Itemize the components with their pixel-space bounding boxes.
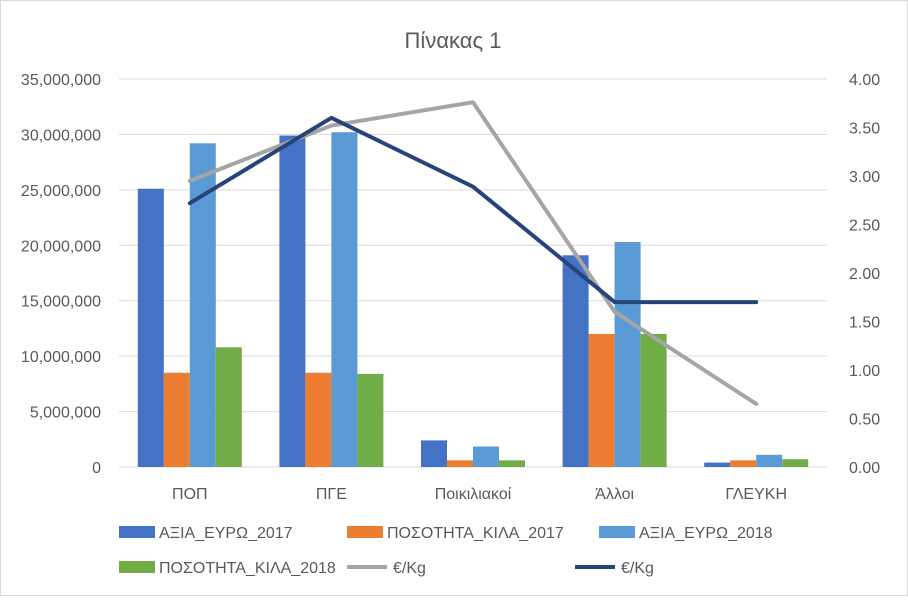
bar-3-0 — [562, 255, 589, 467]
y-left-tick-label: 20,000,000 — [21, 238, 101, 255]
bar-2-3 — [499, 460, 525, 467]
bar-2-1 — [447, 460, 473, 467]
x-tick-label: ΠΓΕ — [316, 486, 347, 503]
legend-label: €/Kg — [393, 560, 426, 577]
bar-2-2 — [473, 446, 499, 467]
x-tick-label: ΠΟΠ — [172, 486, 208, 503]
legend-label: €/Kg — [621, 560, 654, 577]
x-axis-labels: ΠΟΠ ΠΓΕ Ποικιλιακοί Άλλοι ΓΛΕΥΚΗ — [172, 486, 787, 503]
y-right-tick-label: 3.00 — [849, 169, 880, 186]
bars — [137, 132, 809, 467]
y-right-tick-label: 0.50 — [849, 412, 880, 429]
bar-0-0 — [137, 188, 164, 467]
bar-0-1 — [163, 372, 190, 467]
bar-3-3 — [640, 333, 667, 467]
legend-swatch — [347, 526, 383, 538]
bar-4-1 — [730, 460, 757, 467]
bar-1-0 — [279, 135, 306, 467]
y-left-tick-label: 10,000,000 — [21, 349, 101, 366]
x-tick-label: Ποικιλιακοί — [435, 486, 512, 503]
line-series-5 — [187, 115, 759, 305]
legend-swatch — [599, 526, 635, 538]
bar-1-1 — [305, 372, 332, 467]
bar-3-1 — [588, 333, 615, 467]
bar-3-2 — [614, 241, 641, 467]
x-tick-label: ΓΛΕΥΚΗ — [725, 486, 787, 503]
y-left-tick-label: 15,000,000 — [21, 294, 101, 311]
bar-4-0 — [704, 462, 731, 467]
x-tick-label: Άλλοι — [595, 486, 634, 503]
legend-label: ΠΟΣΟΤΗΤΑ_ΚΙΛΑ_2018 — [159, 560, 336, 577]
legend-label: ΑΞΙΑ_ΕΥΡΩ_2017 — [159, 525, 293, 542]
lines — [187, 100, 759, 406]
bar-1-3 — [357, 373, 384, 467]
y-right-tick-label: 4.00 — [849, 72, 880, 89]
y-right-tick-label: 1.00 — [849, 363, 880, 380]
y-left-tick-label: 5,000,000 — [30, 405, 101, 422]
chart-title: Πίνακας 1 — [405, 28, 502, 53]
y-left-tick-label: 35,000,000 — [21, 72, 101, 89]
y-right-tick-label: 2.50 — [849, 218, 880, 235]
legend-label: ΑΞΙΑ_ΕΥΡΩ_2018 — [639, 525, 773, 542]
y-right-tick-label: 2.00 — [849, 266, 880, 283]
legend: ΑΞΙΑ_ΕΥΡΩ_2017 ΠΟΣΟΤΗΤΑ_ΚΙΛΑ_2017 ΑΞΙΑ_ΕΥΡ… — [119, 525, 773, 577]
y-axis-right: 0.00 0.50 1.00 1.50 2.00 2.50 3.00 3.50 4.00 — [849, 72, 880, 477]
bar-1-2 — [331, 132, 358, 467]
y-right-tick-label: 3.50 — [849, 121, 880, 138]
line-series-4 — [187, 100, 759, 406]
bar-2-0 — [421, 440, 447, 467]
legend-swatch — [119, 526, 155, 538]
bar-4-3 — [782, 459, 809, 467]
y-right-tick-label: 1.50 — [849, 315, 880, 332]
y-left-tick-label: 25,000,000 — [21, 183, 101, 200]
bar-4-2 — [756, 454, 783, 467]
y-right-tick-label: 0.00 — [849, 460, 880, 477]
y-left-tick-label: 0 — [92, 460, 101, 477]
y-left-tick-label: 30,000,000 — [21, 127, 101, 144]
y-axis-left: 0 5,000,000 10,000,000 15,000,000 20,000,000… — [21, 72, 101, 477]
legend-swatch — [119, 561, 155, 573]
legend-label: ΠΟΣΟΤΗΤΑ_ΚΙΛΑ_2017 — [387, 525, 564, 542]
bar-0-3 — [215, 347, 242, 467]
